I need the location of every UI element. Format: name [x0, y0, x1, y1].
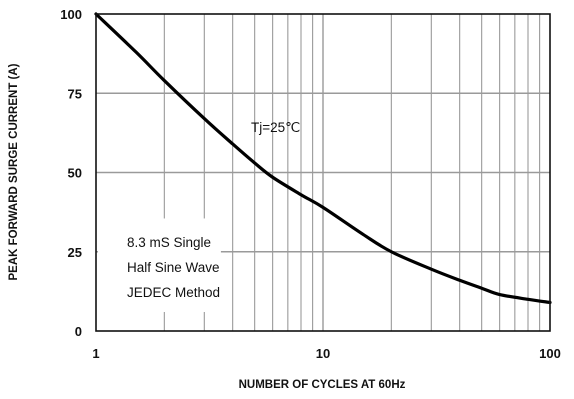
y-tick-label: 100 — [60, 7, 82, 22]
x-tick-labels: 1 10 100 — [92, 346, 560, 361]
surge-curve — [94, 12, 552, 305]
condition-line-3: JEDEC Method — [127, 285, 220, 300]
annotation-box — [98, 218, 221, 312]
condition-line-1: 8.3 mS Single — [127, 235, 211, 250]
x-tick-label: 1 — [92, 346, 99, 361]
y-axis-title: PEAK FORWARD SURGE CURRENT (A) — [8, 63, 20, 280]
y-tick-label: 75 — [68, 86, 82, 101]
x-tick-label: 100 — [539, 346, 561, 361]
x-axis-title: NUMBER OF CYCLES AT 60Hz — [239, 379, 406, 391]
y-tick-label: 50 — [68, 166, 82, 181]
y-tick-labels: 0 25 50 75 100 — [60, 7, 82, 339]
y-tick-label: 25 — [68, 245, 82, 260]
y-tick-label: 0 — [75, 324, 82, 339]
grid — [96, 14, 550, 331]
x-tick-label: 10 — [316, 346, 330, 361]
plot-frame — [95, 13, 551, 332]
condition-line-2: Half Sine Wave — [127, 260, 220, 275]
temp-annotation: Tj=25℃ — [251, 120, 300, 135]
